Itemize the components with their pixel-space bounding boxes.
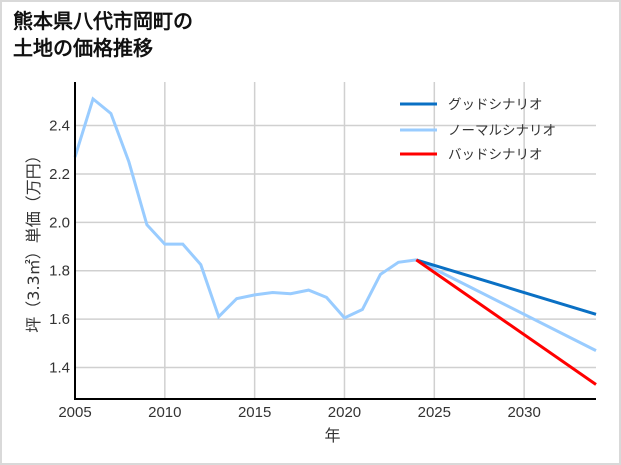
x-tick-label: 2030 [507,404,540,421]
x-tick-label: 2020 [328,404,361,421]
x-tick-labels: 2005 2010 2015 2020 2025 2030 [58,404,541,421]
y-tick-label: 1.4 [49,360,70,377]
axes [74,82,596,400]
legend-label: バッドシナリオ [448,147,543,163]
x-tick-label: 2015 [238,404,271,421]
chart-title: 熊本県八代市岡町の 土地の価格推移 [13,9,193,60]
data-series [73,96,597,386]
y-axis-label: 坪（3.3㎡）単価（万円） [24,147,43,332]
gridlines [75,82,596,399]
series-line-1 [415,258,597,316]
x-tick-label: 2005 [58,404,91,421]
y-tick-label: 1.8 [49,263,70,280]
y-tick-label: 2.4 [49,118,70,135]
legend-label: ノーマルシナリオ [448,123,556,139]
y-tick-labels: 1.4 1.6 1.8 2.0 2.2 2.4 [49,118,70,377]
series-line-0 [73,96,417,320]
legend-item: ノーマルシナリオ [400,123,556,139]
x-tick-label: 2010 [148,404,181,421]
series-line-2 [415,258,597,352]
y-tick-label: 2.0 [49,214,70,231]
y-tick-label: 2.2 [49,166,70,183]
legend-item: グッドシナリオ [400,97,543,113]
x-tick-label: 2025 [418,404,451,421]
series-line-3 [415,258,597,386]
y-tick-label: 1.6 [49,311,70,328]
legend-item: バッドシナリオ [400,147,543,163]
legend-label: グッドシナリオ [448,97,543,113]
x-axis-label: 年 [324,426,340,445]
